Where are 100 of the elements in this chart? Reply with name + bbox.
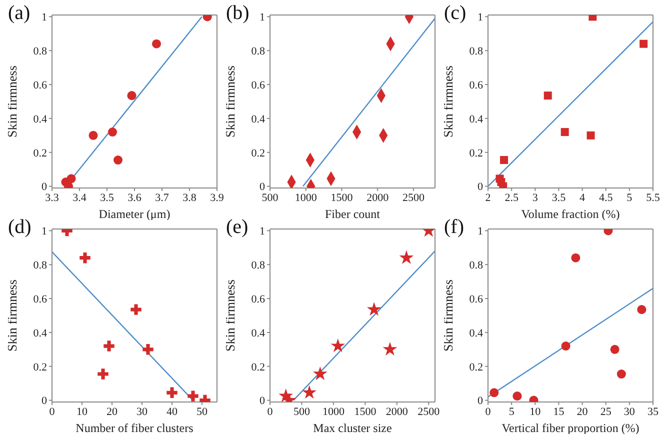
x-tick-label: 1000 <box>294 192 318 204</box>
y-tick-label: 0.6 <box>469 79 484 92</box>
x-tick-label: 3.3 <box>45 192 60 204</box>
x-tick-label: 500 <box>262 192 279 204</box>
chart-title: (c) <box>444 2 466 24</box>
point <box>80 252 90 264</box>
point <box>66 174 76 184</box>
x-tick-label: 5 <box>508 406 515 418</box>
y-tick-label: 0.8 <box>251 260 266 272</box>
point <box>108 128 118 137</box>
point <box>113 156 123 165</box>
point <box>637 305 646 314</box>
x-tick-label: 20 <box>576 406 588 418</box>
y-tick-label: 0.2 <box>251 147 265 160</box>
x-tick-label: 20 <box>106 406 118 418</box>
chart-title: (a) <box>8 2 30 24</box>
y-tick-label: 0.4 <box>469 327 484 340</box>
x-tick-label: 2500 <box>418 406 440 418</box>
y-tick-label: 0 <box>42 181 48 194</box>
point <box>610 344 620 354</box>
point <box>399 250 414 264</box>
x-tick-label: 4 <box>580 192 586 204</box>
x-tick-label: 2000 <box>366 192 390 204</box>
x-tick-label: 4.5 <box>598 192 614 204</box>
point <box>302 385 317 399</box>
y-tick-label: 0.6 <box>33 293 48 306</box>
y-tick-label: 0.4 <box>251 113 266 126</box>
y-tick-label: 0.6 <box>251 79 266 92</box>
y-tick-label: 0.6 <box>469 293 484 306</box>
x-tick-label: 5 <box>626 192 633 204</box>
x-tick-label: 2000 <box>386 406 408 418</box>
chart-title: (f) <box>444 216 464 238</box>
x-tick-label: 3.7 <box>155 192 170 204</box>
y-tick-label: 1 <box>42 226 47 238</box>
y-tick-label: 0.4 <box>33 113 48 126</box>
x-tick-label: 5.5 <box>646 192 660 204</box>
x-tick-label: 3.8 <box>182 192 197 204</box>
point <box>586 131 595 140</box>
x-axis-title: Fiber count <box>325 207 381 221</box>
y-tick-label: 0.4 <box>469 113 484 126</box>
y-tick-label: 0.2 <box>251 361 265 374</box>
point <box>166 387 178 398</box>
point <box>561 342 570 351</box>
y-tick-label: 1 <box>42 12 47 24</box>
y-tick-label: 0.8 <box>469 46 484 58</box>
point <box>500 156 508 164</box>
x-tick-label: 15 <box>553 406 565 418</box>
point <box>544 92 552 100</box>
y-tick-label: 1 <box>260 12 265 24</box>
x-tick-label: 1500 <box>330 192 354 204</box>
point <box>512 392 522 401</box>
y-tick-label: 0 <box>260 395 266 408</box>
x-tick-label: 30 <box>624 406 636 418</box>
chart-title: (d) <box>8 216 32 238</box>
point <box>571 253 580 262</box>
y-tick-label: 0 <box>42 395 48 408</box>
x-tick-label: 3.6 <box>128 192 142 204</box>
x-axis-title: Number of fiber clusters <box>76 421 194 435</box>
x-tick-label: 10 <box>530 406 542 418</box>
point <box>142 344 154 355</box>
y-tick-label: 0.2 <box>33 361 47 374</box>
point <box>127 91 136 100</box>
y-tick-label: 0.8 <box>33 46 48 58</box>
x-tick-label: 2.5 <box>504 192 519 204</box>
y-tick-label: 0.8 <box>469 260 484 272</box>
y-tick-label: 1 <box>478 226 483 238</box>
y-tick-label: 0.2 <box>33 147 47 160</box>
y-tick-label: 1 <box>478 12 483 24</box>
x-tick-label: 3.9 <box>210 192 224 204</box>
y-tick-label: 1 <box>260 226 265 238</box>
point <box>330 338 346 352</box>
x-tick-label: 3 <box>532 192 538 204</box>
y-tick-label: 0.4 <box>33 327 48 340</box>
point <box>312 366 328 380</box>
point <box>382 342 398 356</box>
chart-title: (e) <box>226 216 248 238</box>
point <box>560 128 569 136</box>
y-tick-label: 0.6 <box>33 79 48 92</box>
chart-title: (b) <box>226 2 250 24</box>
y-tick-label: 0 <box>260 181 266 194</box>
point <box>88 130 98 140</box>
x-tick-label: 1000 <box>322 406 345 418</box>
point <box>188 390 198 402</box>
y-tick-label: 0.2 <box>469 361 483 374</box>
point <box>616 370 626 379</box>
y-tick-label: 0.2 <box>469 147 483 160</box>
x-tick-label: 2 <box>485 192 491 204</box>
point <box>490 388 499 398</box>
y-tick-label: 0.6 <box>251 293 266 306</box>
point <box>98 368 108 380</box>
x-tick-label: 1500 <box>354 406 377 418</box>
x-tick-label: 3.5 <box>100 192 114 204</box>
x-tick-label: 50 <box>196 406 208 418</box>
x-tick-label: 40 <box>166 406 178 418</box>
x-tick-label: 2500 <box>402 192 425 204</box>
x-tick-label: 25 <box>600 406 612 418</box>
point <box>104 340 114 352</box>
x-tick-label: 500 <box>293 406 310 418</box>
point <box>366 302 382 316</box>
y-tick-label: 0 <box>478 181 484 194</box>
